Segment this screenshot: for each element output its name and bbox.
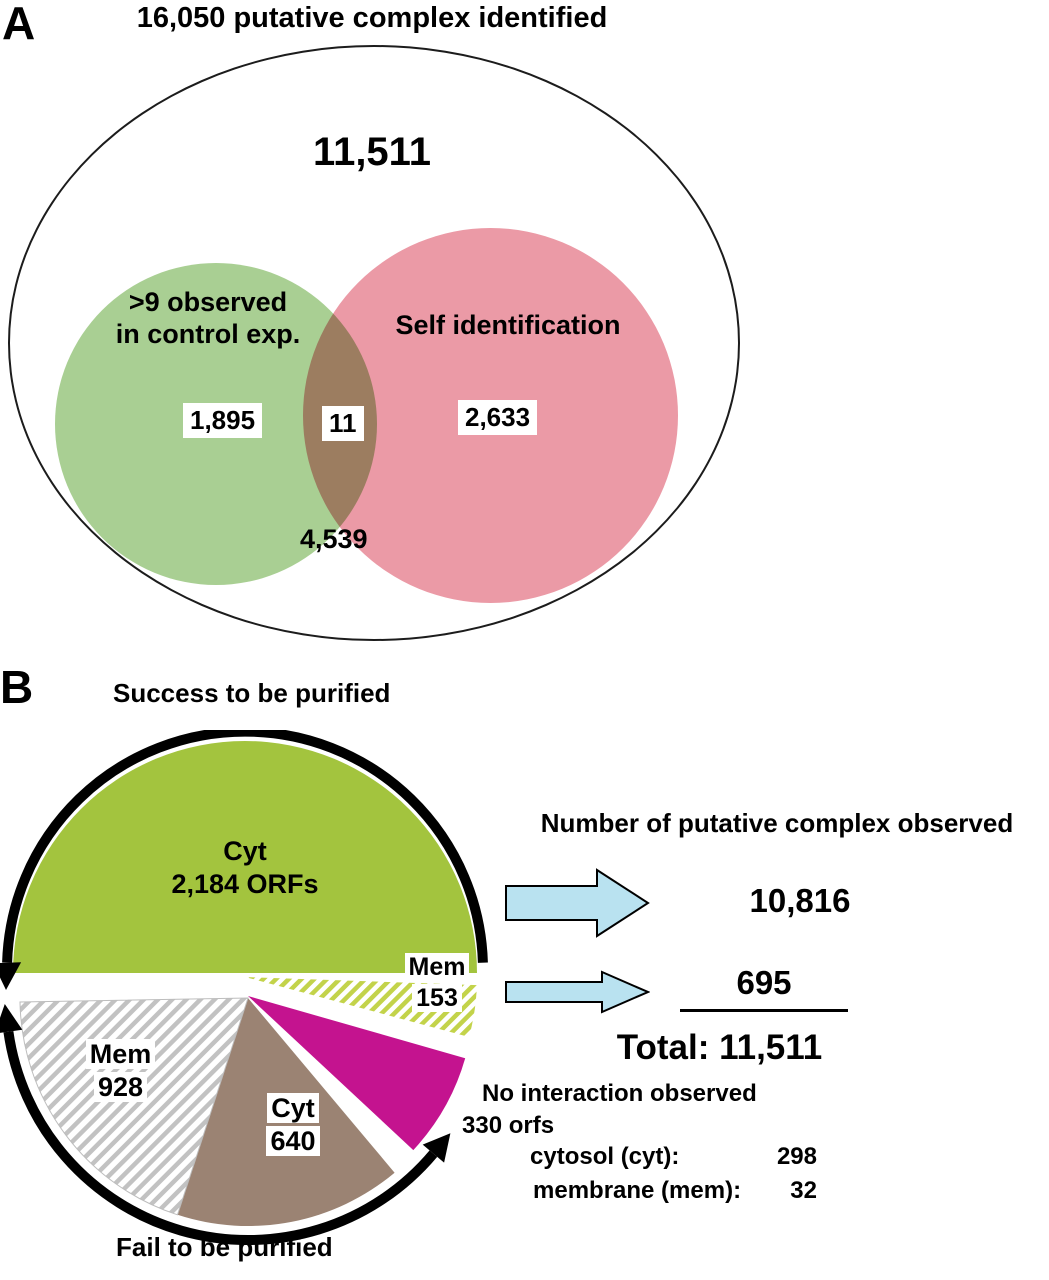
fail-arc-arrow	[3, 1030, 438, 1245]
no-interaction-cytosol-row: cytosol (cyt): 298	[530, 1143, 817, 1171]
fail-arc-arrowhead-right-icon	[422, 1133, 451, 1163]
venn-pink-value: 2,633	[458, 400, 538, 435]
cytosol-label: cytosol (cyt):	[530, 1143, 680, 1170]
success-arc-arrowhead-icon	[0, 962, 22, 990]
venn-overlap-value: 11	[322, 406, 364, 441]
panel-a-letter: A	[2, 0, 36, 49]
observed-total: Total: 11,511	[616, 1028, 823, 1067]
cytosol-value: 298	[776, 1143, 817, 1170]
venn-green-label-line1: >9 observed	[128, 287, 288, 317]
panel-a-title: 16,050 putative complex identified	[136, 2, 608, 34]
pie-label-mem-fail-line2: 928	[93, 1071, 148, 1102]
venn-pink-label: Self identification	[395, 310, 621, 340]
venn-green-label: >9 observed in control exp.	[88, 286, 328, 351]
blue-arrow-large-icon	[505, 868, 650, 938]
observed-value-cyt: 10,816	[749, 882, 851, 919]
pie-label-mem-fail: Mem 928	[68, 1038, 173, 1104]
observed-heading: Number of putative complex observed	[540, 808, 1014, 838]
no-interaction-membrane-row: membrane (mem): 32	[533, 1177, 817, 1205]
pie-label-cyt-fail-line2: 640	[266, 1125, 320, 1156]
pie-label-cyt-fail-line1: Cyt	[267, 1093, 319, 1123]
venn-excluded-value: 4,539	[300, 524, 368, 554]
no-interaction-line1: No interaction observed	[482, 1080, 757, 1107]
no-interaction-line2: 330 orfs	[462, 1112, 555, 1139]
membrane-value: 32	[790, 1177, 817, 1204]
pie-label-cyt-success-line2: 2,184 ORFs	[171, 868, 319, 899]
venn-outer-value: 11,511	[313, 130, 431, 174]
pie-label-mem-fail-line1: Mem	[85, 1039, 156, 1069]
pie-label-cyt-success-line1: Cyt	[223, 836, 267, 866]
pie-fail-title: Fail to be purified	[116, 1232, 333, 1262]
membrane-label: membrane (mem):	[533, 1177, 742, 1204]
pie-slice-cyt-success	[13, 741, 477, 973]
pie-label-cyt-success: Cyt 2,184 ORFs	[135, 835, 355, 901]
pie-label-mem-success-line2: 153	[412, 983, 462, 1012]
venn-green-value: 1,895	[183, 403, 263, 438]
fail-arc-arrowhead-left-icon	[0, 1004, 23, 1033]
blue-arrow-small-icon	[505, 970, 650, 1014]
pie-label-mem-success: Mem 153	[396, 952, 478, 1013]
panel-b-letter: B	[0, 661, 34, 713]
pie-label-cyt-fail: Cyt 640	[248, 1092, 338, 1158]
observed-value-mem: 695	[680, 964, 848, 1012]
pie-slice-mem-fail-hatched	[19, 997, 249, 1216]
venn-green-label-line2: in control exp.	[115, 319, 301, 350]
pie-slice-magenta	[248, 996, 466, 1151]
pie-label-mem-success-line1: Mem	[404, 953, 470, 981]
success-arc-arrow	[2, 730, 488, 963]
pie-success-title: Success to be purified	[113, 678, 391, 708]
